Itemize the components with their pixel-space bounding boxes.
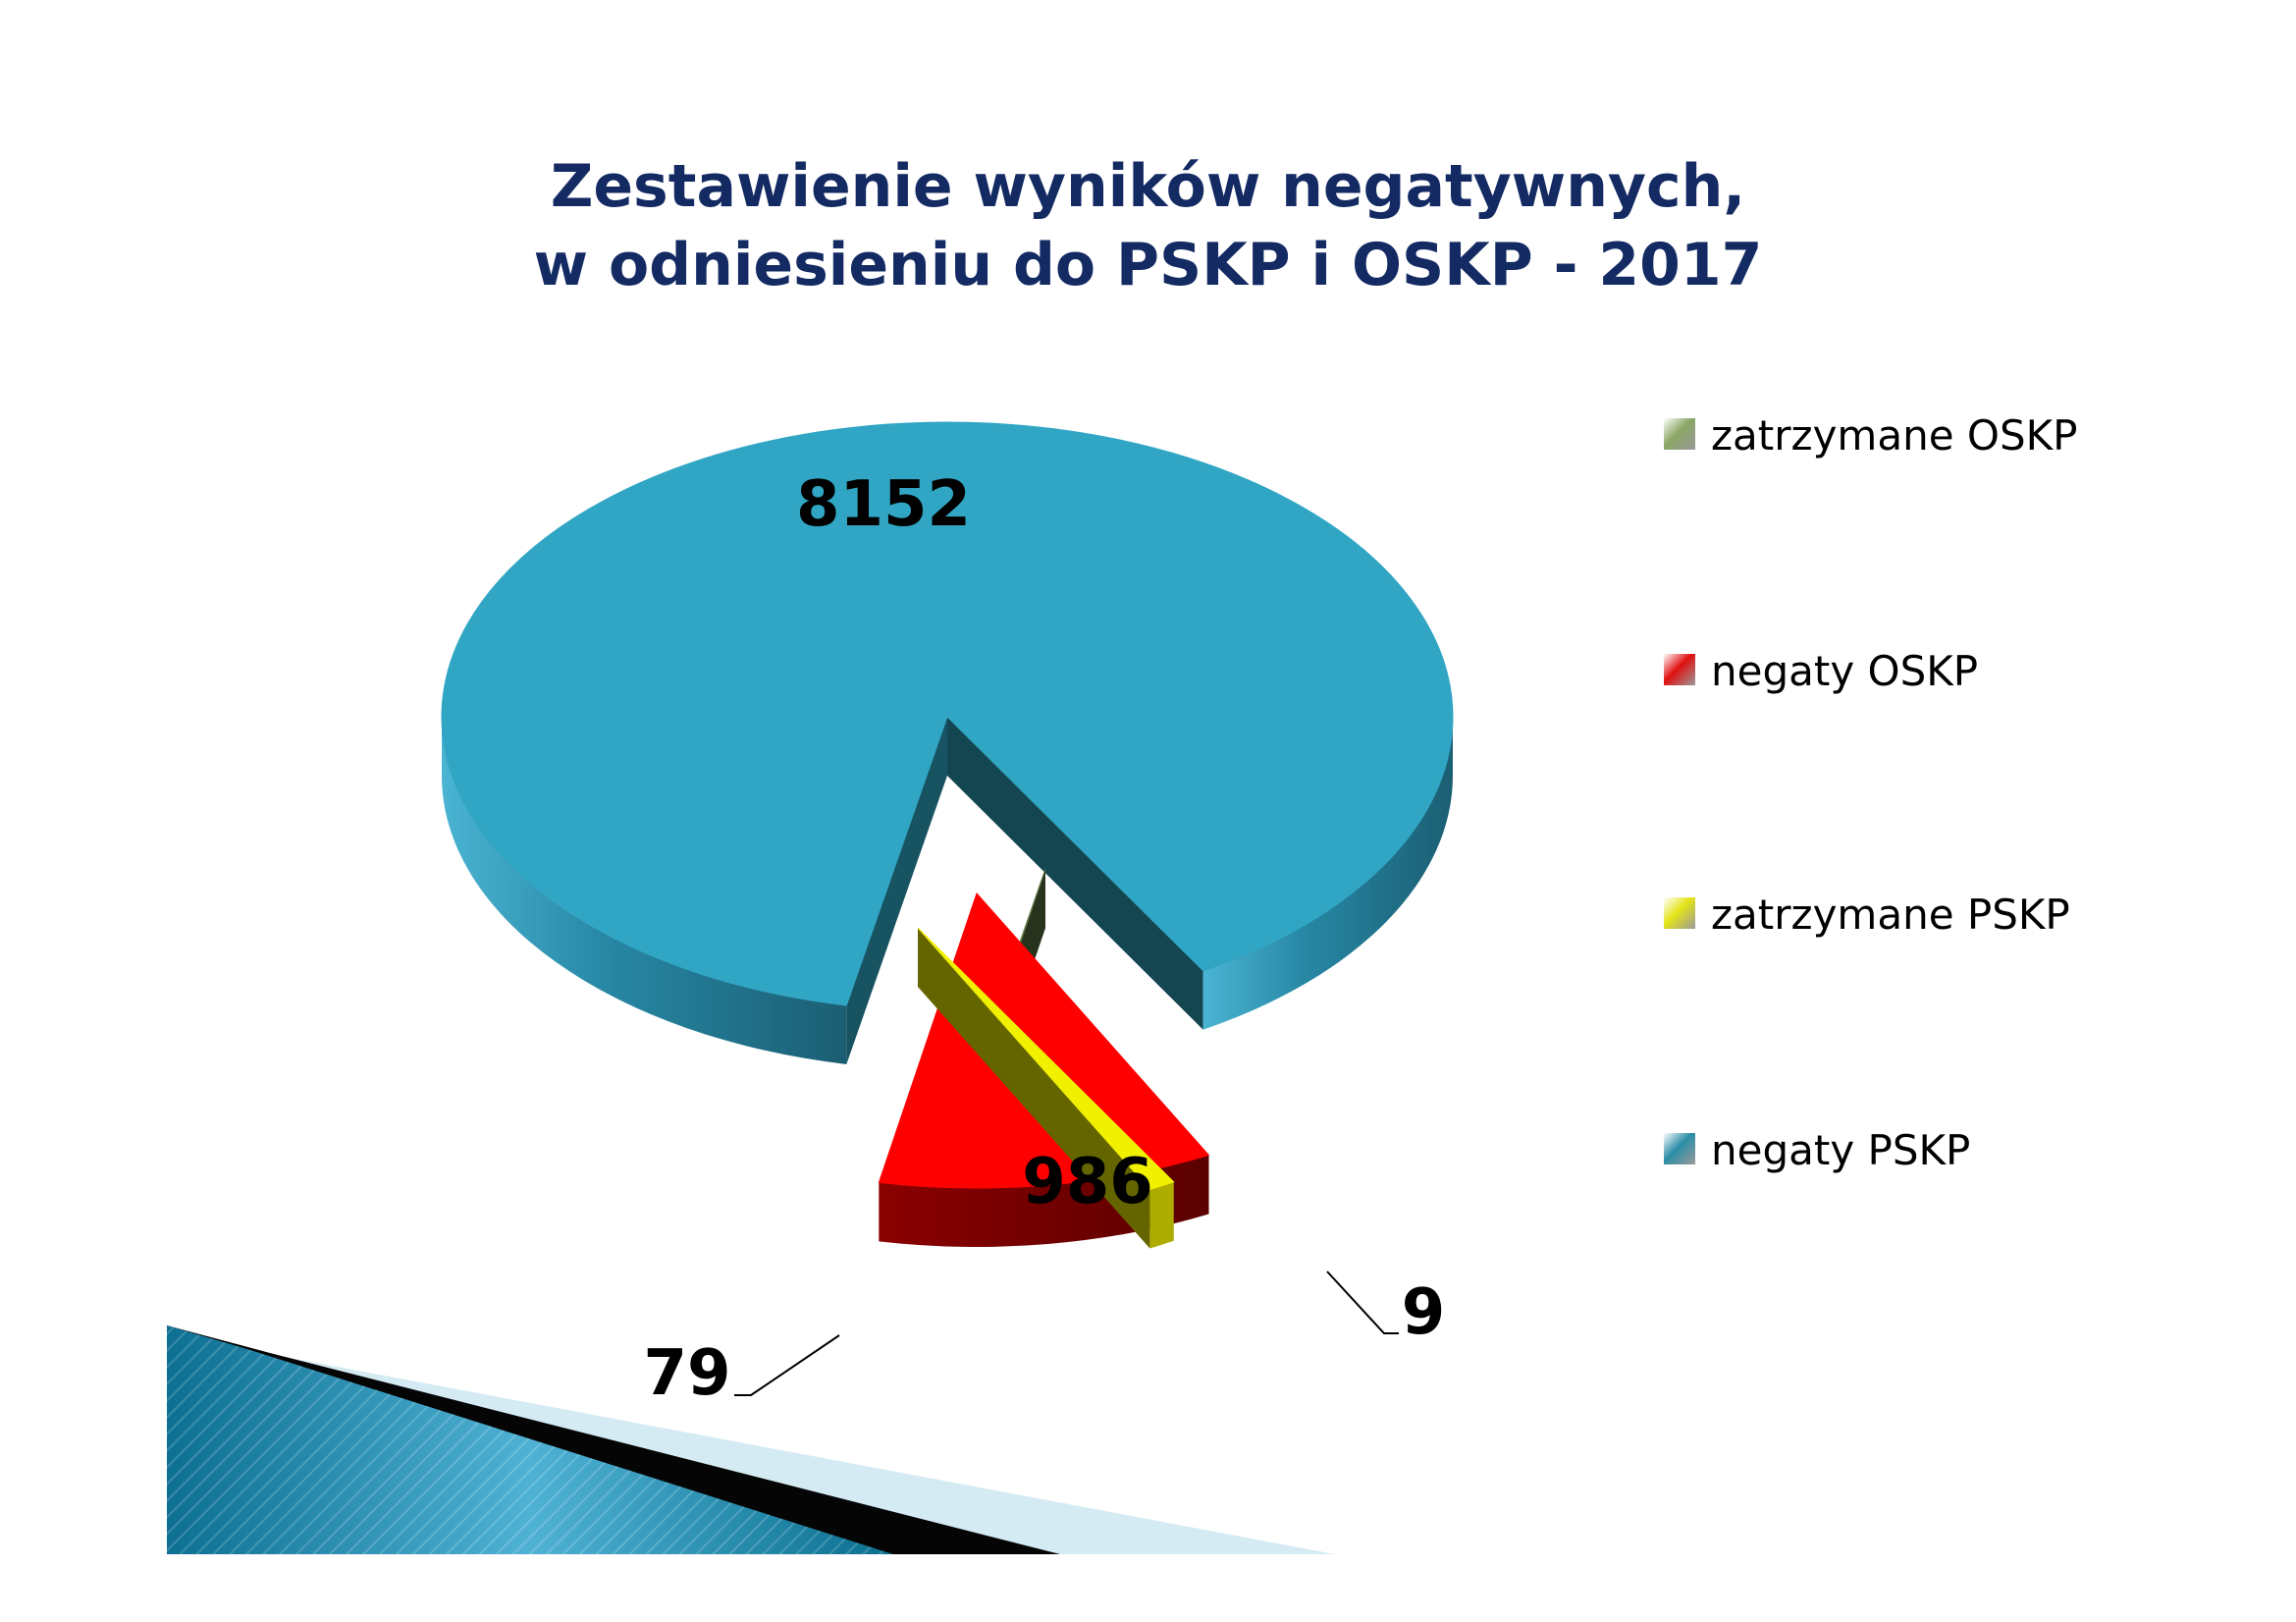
legend-label-zatrzymane-pskp: zatrzymane PSKP [1711, 891, 2070, 939]
legend-swatch-zatrzymane-oskp [1664, 418, 1695, 450]
chart-title: Zestawienie wyników negatywnych, w odnie… [0, 147, 2296, 304]
slice-rim-zatrzymane-pskp [1149, 1181, 1174, 1249]
slice-negaty-pskp [441, 421, 1454, 1064]
slice-top-negaty-pskp [441, 421, 1454, 1006]
slice-wall-negaty-pskp [947, 717, 1203, 1030]
legend-label-negaty-oskp: negaty OSKP [1711, 647, 1979, 695]
data-label-79: 79 [643, 1337, 730, 1410]
chart-title-line-2: w odniesieniu do PSKP i OSKP - 2017 [533, 231, 1763, 299]
legend-swatch-zatrzymane-pskp [1664, 897, 1695, 929]
data-label-986: 986 [1022, 1146, 1153, 1218]
legend-swatch-negaty-pskp [1664, 1133, 1695, 1164]
slice-rim-negaty-pskp [442, 717, 847, 1064]
slice-zatrzymane-pskp [917, 927, 1175, 1249]
data-label-8152: 8152 [796, 468, 971, 541]
leader-line-79 [734, 1334, 840, 1396]
legend-label-negaty-pskp: negaty PSKP [1711, 1126, 1971, 1174]
leader-line-9 [1326, 1271, 1399, 1334]
data-label-9: 9 [1402, 1276, 1446, 1349]
legend-swatch-negaty-oskp [1664, 654, 1695, 685]
slice-wall-negaty-pskp [846, 717, 947, 1064]
slice-top-negaty-oskp [878, 892, 1210, 1189]
legend-label-zatrzymane-oskp: zatrzymane OSKP [1711, 411, 2078, 460]
decorative-corner-wedge [167, 1325, 1335, 1554]
pie-slices [441, 421, 1454, 1249]
slice-top-zatrzymane-pskp [917, 927, 1175, 1191]
chart-title-line-1: Zestawienie wyników negatywnych, [550, 152, 1746, 221]
slice-rim-negaty-pskp [1202, 717, 1453, 1030]
chart-legend: zatrzymane OSKP negaty OSKP zatrzymane P… [1664, 0, 2214, 1622]
slice-negaty-oskp [878, 892, 1210, 1247]
slice-wall-zatrzymane-pskp [918, 928, 1150, 1249]
